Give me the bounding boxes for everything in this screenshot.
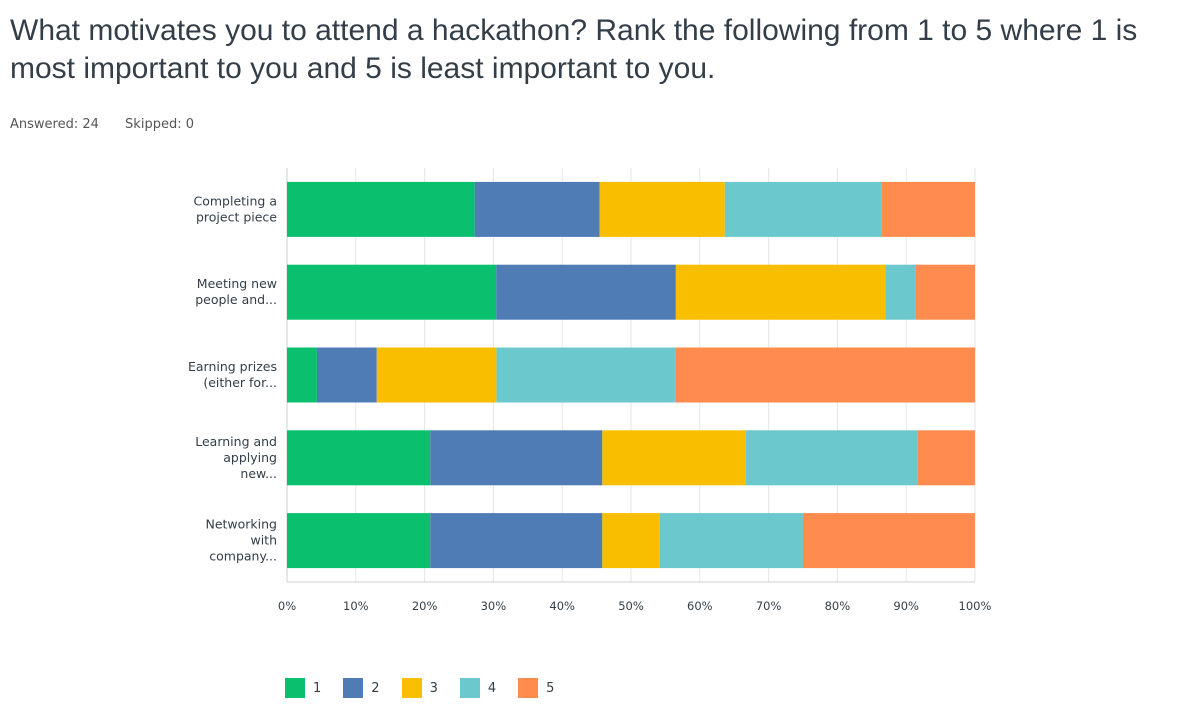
bar-segment-rank-3 bbox=[675, 264, 886, 320]
legend-swatch bbox=[343, 678, 364, 698]
legend-item-rank-1: 1 bbox=[285, 678, 321, 698]
category-label: people and... bbox=[195, 292, 277, 307]
question-title: What motivates you to attend a hackathon… bbox=[10, 14, 1138, 85]
category-label: Learning and bbox=[195, 434, 277, 449]
legend-swatch bbox=[518, 678, 539, 698]
category-label: Completing a bbox=[193, 193, 277, 208]
x-tick-label: 30% bbox=[481, 599, 507, 613]
bar-segment-rank-2 bbox=[316, 347, 377, 403]
legend-label: 1 bbox=[313, 680, 322, 696]
category-label: Meeting new bbox=[197, 276, 277, 291]
category-label: new... bbox=[240, 466, 277, 481]
legend-item-rank-2: 2 bbox=[343, 678, 380, 698]
category-label: with bbox=[250, 533, 277, 548]
answered-count: Answered: 24 bbox=[10, 117, 99, 132]
x-tick-label: 0% bbox=[278, 599, 296, 613]
bar-segment-rank-3 bbox=[599, 181, 725, 237]
legend-label: 2 bbox=[371, 680, 380, 696]
x-tick-label: 90% bbox=[893, 599, 919, 613]
bar-segment-rank-5 bbox=[802, 513, 975, 569]
x-tick-label: 80% bbox=[825, 599, 851, 613]
chart-legend: 1 2 3 4 5 bbox=[285, 678, 576, 698]
bar-segment-rank-2 bbox=[496, 264, 676, 320]
bar-segment-rank-5 bbox=[675, 347, 976, 403]
bar-segment-rank-3 bbox=[602, 513, 660, 569]
legend-swatch bbox=[285, 678, 305, 698]
legend-swatch bbox=[401, 678, 422, 698]
legend-item-rank-4: 4 bbox=[459, 678, 497, 698]
category-label: company... bbox=[209, 549, 277, 564]
legend-label: 4 bbox=[487, 680, 497, 696]
category-label: Networking bbox=[205, 517, 277, 532]
legend-label: 3 bbox=[429, 680, 438, 696]
bar-segment-rank-1 bbox=[287, 181, 475, 237]
x-tick-label: 20% bbox=[412, 599, 438, 613]
legend-label: 5 bbox=[546, 680, 555, 696]
legend-item-rank-5: 5 bbox=[518, 678, 554, 698]
bar-segment-rank-1 bbox=[287, 347, 317, 403]
bar-segment-rank-1 bbox=[287, 513, 431, 569]
bar-segment-rank-5 bbox=[915, 264, 975, 320]
skipped-count: Skipped: 0 bbox=[125, 117, 194, 132]
x-tick-label: 50% bbox=[618, 599, 644, 613]
response-stats: Answered: 24 Skipped: 0 bbox=[10, 117, 216, 132]
bar-segment-rank-2 bbox=[430, 513, 603, 569]
legend-swatch bbox=[459, 678, 480, 698]
bar-segment-rank-1 bbox=[287, 264, 497, 320]
bar-segment-rank-4 bbox=[724, 181, 882, 237]
bar-segment-rank-3 bbox=[376, 347, 497, 403]
bar-segment-rank-2 bbox=[474, 181, 600, 237]
x-tick-label: 100% bbox=[959, 599, 992, 613]
x-tick-label: 40% bbox=[549, 599, 575, 613]
category-label: Earning prizes bbox=[188, 359, 277, 374]
bar-segment-rank-5 bbox=[917, 430, 975, 486]
category-label: (either for... bbox=[203, 375, 277, 390]
bar-segment-rank-3 bbox=[602, 430, 746, 486]
category-label: project piece bbox=[196, 209, 277, 224]
bar-segment-rank-1 bbox=[287, 430, 431, 486]
bar-segment-rank-2 bbox=[430, 430, 603, 486]
bar-segment-rank-4 bbox=[496, 347, 676, 403]
legend-item-rank-3: 3 bbox=[401, 678, 438, 698]
x-tick-label: 10% bbox=[343, 599, 369, 613]
bar-segment-rank-4 bbox=[885, 264, 916, 320]
category-label: applying bbox=[223, 450, 277, 465]
bar-segment-rank-4 bbox=[659, 513, 803, 569]
bar-segment-rank-5 bbox=[881, 181, 975, 237]
bar-segment-rank-4 bbox=[745, 430, 918, 486]
x-tick-label: 70% bbox=[756, 599, 782, 613]
x-tick-label: 60% bbox=[687, 599, 713, 613]
